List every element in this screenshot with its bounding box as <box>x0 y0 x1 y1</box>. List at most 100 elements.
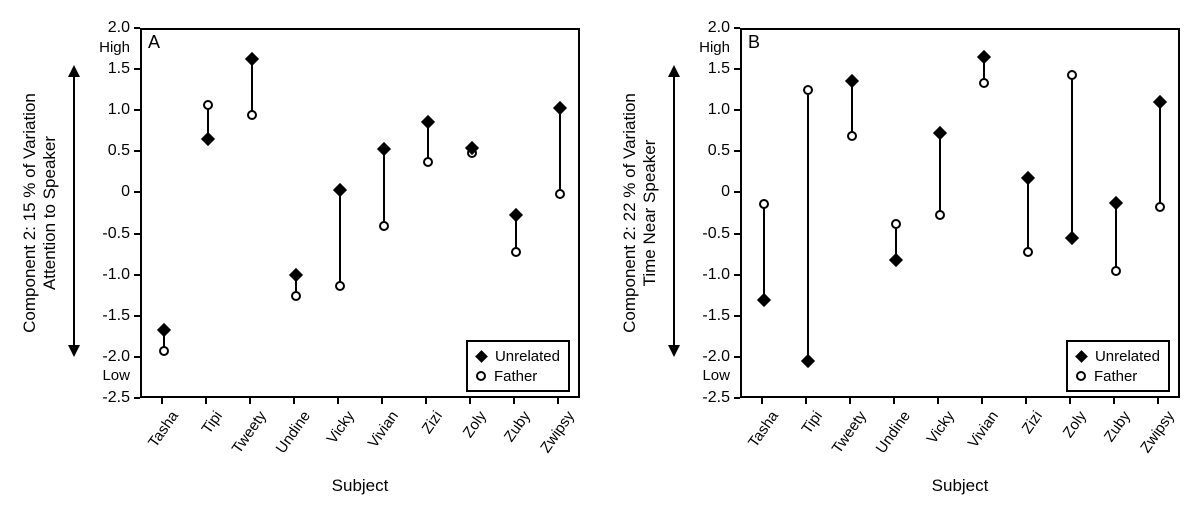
ytick-label: -1.0 <box>102 266 130 284</box>
marker-father <box>1023 247 1033 257</box>
marker-unrelated <box>1021 171 1035 185</box>
marker-father <box>247 110 257 120</box>
ytick-mark <box>134 109 140 111</box>
legend-row: Father <box>474 366 560 386</box>
marker-father <box>511 247 521 257</box>
xtick-mark <box>893 398 895 404</box>
xtick-label: Zwipsy <box>537 408 578 456</box>
marker-unrelated <box>977 50 991 64</box>
marker-father <box>423 157 433 167</box>
connector <box>939 133 941 215</box>
marker-unrelated <box>933 126 947 140</box>
connector <box>763 204 765 299</box>
panel-b: B-2.5-2.0-1.5-1.0-0.500.51.01.52.0HighLo… <box>610 20 1190 510</box>
legend-label: Unrelated <box>495 348 560 365</box>
connector <box>251 59 253 115</box>
ylabel-high: High <box>99 39 130 56</box>
ytick-label: 1.5 <box>708 60 730 78</box>
xtick-mark <box>1025 398 1027 404</box>
marker-father <box>891 219 901 229</box>
marker-unrelated <box>289 268 303 282</box>
xtick-label: Zizi <box>419 408 446 437</box>
xtick-label: Vicky <box>324 408 358 447</box>
ytick-label: 0 <box>721 183 730 201</box>
ylabel-line2: Attention to Speaker <box>40 136 60 290</box>
xtick-mark <box>469 398 471 404</box>
xlabel: Subject <box>932 476 989 496</box>
xtick-mark <box>557 398 559 404</box>
ytick-label: -2.0 <box>102 348 130 366</box>
diamond-icon <box>475 350 488 363</box>
marker-father <box>1111 266 1121 276</box>
xtick-mark <box>249 398 251 404</box>
ytick-label: -0.5 <box>102 225 130 243</box>
xtick-label: Undine <box>273 408 314 457</box>
marker-unrelated <box>377 142 391 156</box>
legend-row: Unrelated <box>1074 346 1160 366</box>
marker-unrelated <box>421 115 435 129</box>
ylabel-group-b: Component 2: 22 % of VariationTime Near … <box>620 93 660 333</box>
ytick-mark <box>734 356 740 358</box>
ytick-label: -2.0 <box>702 348 730 366</box>
xtick-label: Zuby <box>501 408 534 445</box>
connector <box>1071 75 1073 238</box>
marker-father <box>847 131 857 141</box>
ytick-label: 0 <box>121 183 130 201</box>
circle-icon <box>1076 371 1086 381</box>
marker-father <box>203 100 213 110</box>
marker-father <box>1067 70 1077 80</box>
marker-unrelated <box>245 52 259 66</box>
marker-unrelated <box>801 354 815 368</box>
xtick-mark <box>1069 398 1071 404</box>
ylabel-low: Low <box>702 367 730 384</box>
ytick-mark <box>734 233 740 235</box>
marker-father <box>803 85 813 95</box>
connector <box>559 108 561 194</box>
xtick-label: Zwipsy <box>1137 408 1178 456</box>
ytick-mark <box>134 397 140 399</box>
ylabel-line1: Component 2: 15 % of Variation <box>20 93 40 333</box>
marker-father <box>379 221 389 231</box>
xtick-mark <box>981 398 983 404</box>
marker-father <box>759 199 769 209</box>
panel-letter-b: B <box>748 32 760 53</box>
marker-unrelated <box>553 101 567 115</box>
marker-unrelated <box>509 208 523 222</box>
marker-father <box>1155 202 1165 212</box>
ytick-label: -1.0 <box>702 266 730 284</box>
xtick-label: Undine <box>873 408 914 457</box>
legend-row: Unrelated <box>474 346 560 366</box>
marker-father <box>935 210 945 220</box>
ytick-label: 2.0 <box>708 19 730 37</box>
ytick-mark <box>734 109 740 111</box>
xtick-mark <box>161 398 163 404</box>
xtick-mark <box>513 398 515 404</box>
ytick-label: 1.5 <box>108 60 130 78</box>
xtick-mark <box>761 398 763 404</box>
ytick-label: -2.5 <box>102 389 130 407</box>
xlabel: Subject <box>332 476 389 496</box>
marker-unrelated <box>1153 95 1167 109</box>
connector <box>383 149 385 225</box>
ytick-label: 2.0 <box>108 19 130 37</box>
ylabel-high: High <box>699 39 730 56</box>
connector <box>339 190 341 285</box>
marker-unrelated <box>757 293 771 307</box>
ytick-mark <box>134 68 140 70</box>
xtick-mark <box>293 398 295 404</box>
xtick-mark <box>205 398 207 404</box>
xtick-label: Tasha <box>145 408 182 451</box>
figure: A-2.5-2.0-1.5-1.0-0.500.51.01.52.0HighLo… <box>0 0 1200 525</box>
ytick-mark <box>134 274 140 276</box>
legend: UnrelatedFather <box>466 340 570 392</box>
ytick-mark <box>134 191 140 193</box>
xtick-mark <box>381 398 383 404</box>
ytick-mark <box>734 68 740 70</box>
xtick-label: Tweety <box>229 408 270 457</box>
xtick-label: Tipi <box>798 408 825 437</box>
xtick-label: Vivian <box>965 408 1002 451</box>
ytick-mark <box>134 150 140 152</box>
legend-row: Father <box>1074 366 1160 386</box>
ytick-mark <box>734 27 740 29</box>
circle-icon <box>476 371 486 381</box>
